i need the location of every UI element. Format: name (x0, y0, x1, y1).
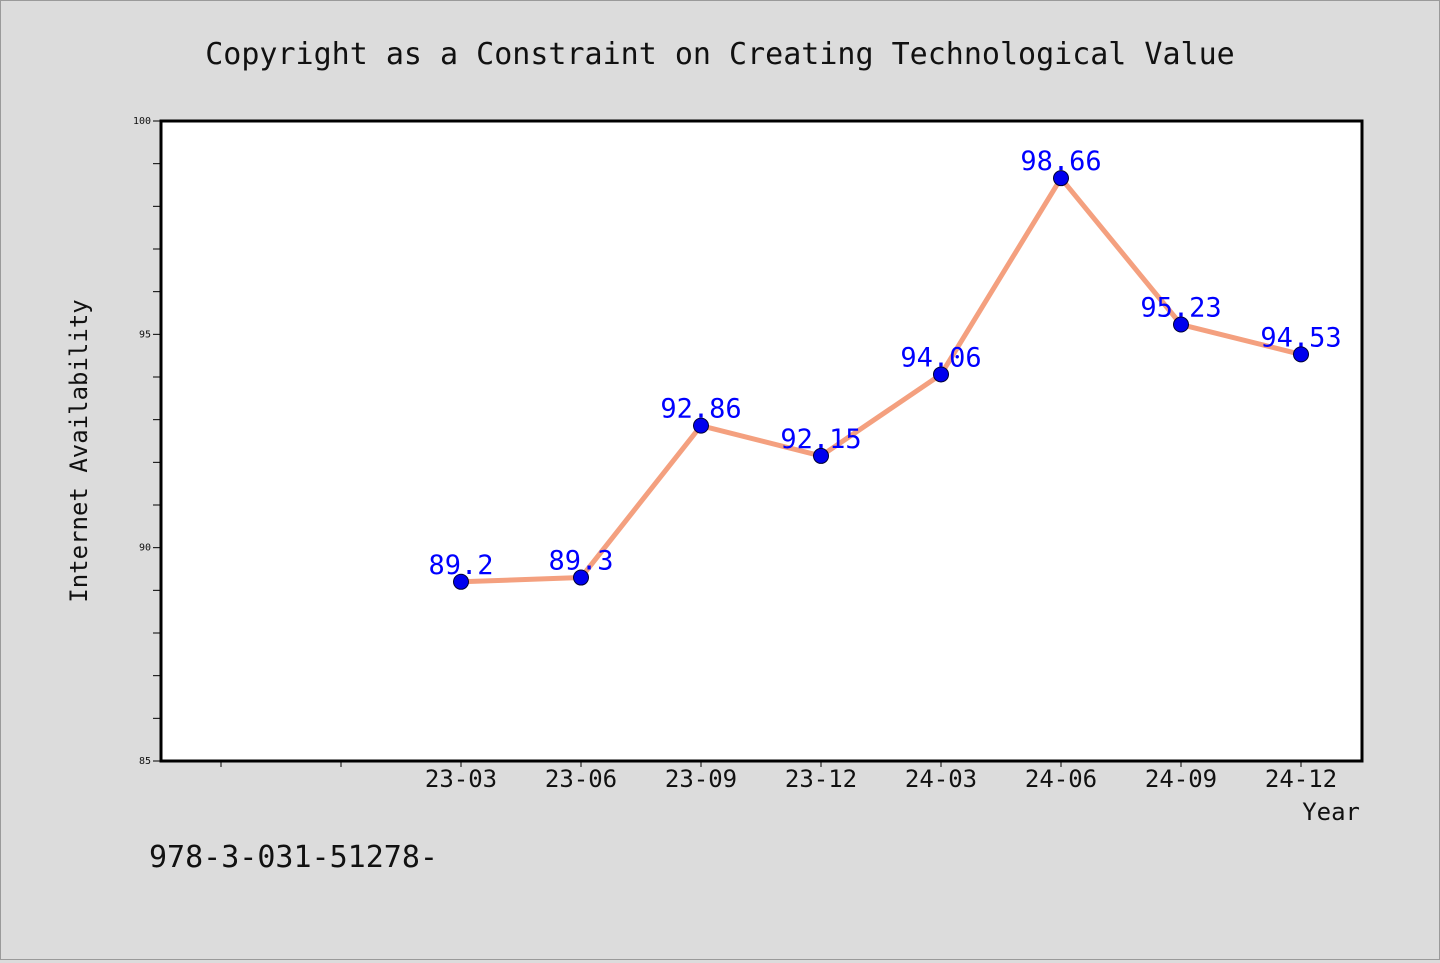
y-tick-label: 90 (139, 543, 151, 554)
chart-title: Copyright as a Constraint on Creating Te… (205, 37, 1235, 72)
x-tick-label: 24-03 (905, 765, 977, 793)
data-point (1293, 346, 1309, 363)
x-tick-label: 23-06 (545, 765, 617, 793)
data-label: 94.06 (900, 342, 981, 373)
data-point (1053, 170, 1069, 187)
data-label: 92.15 (780, 424, 861, 455)
x-tick-label: 23-09 (665, 765, 737, 793)
series-group: 89.2 89.3 92.86 92.15 94.06 98.66 95.23 94.53 (428, 146, 1342, 590)
x-axis: 23-03 23-06 23-09 23-12 24-03 24-06 24-09 24-12 (220, 761, 1337, 793)
data-label: 89.3 (548, 546, 613, 577)
y-tick-label: 85 (139, 756, 151, 767)
y-axis: 85 90 95 100 (133, 116, 161, 767)
data-point (1173, 316, 1189, 333)
series-line (460, 175, 1302, 585)
data-label: 92.86 (660, 394, 741, 425)
data-point (693, 417, 709, 434)
data-point (933, 366, 949, 383)
x-tick-label: 24-09 (1145, 765, 1217, 793)
data-point (573, 569, 589, 586)
isbn-text: 978-3-031-51278- (149, 840, 438, 875)
y-axis-label: Internet Availability (65, 299, 93, 602)
data-label: 98.66 (1020, 146, 1101, 177)
y-tick-label: 95 (139, 329, 151, 340)
x-tick-label: 23-12 (785, 765, 857, 793)
data-point (453, 573, 469, 590)
data-label: 94.53 (1260, 322, 1341, 353)
x-tick-label: 23-03 (425, 765, 497, 793)
x-tick-label: 24-12 (1265, 765, 1337, 793)
data-label: 95.23 (1140, 293, 1221, 324)
y-tick-label: 100 (133, 116, 151, 127)
data-label: 89.2 (428, 550, 493, 581)
data-point (813, 447, 829, 464)
x-axis-label: Year (1302, 798, 1360, 826)
x-tick-label: 24-06 (1025, 765, 1097, 793)
